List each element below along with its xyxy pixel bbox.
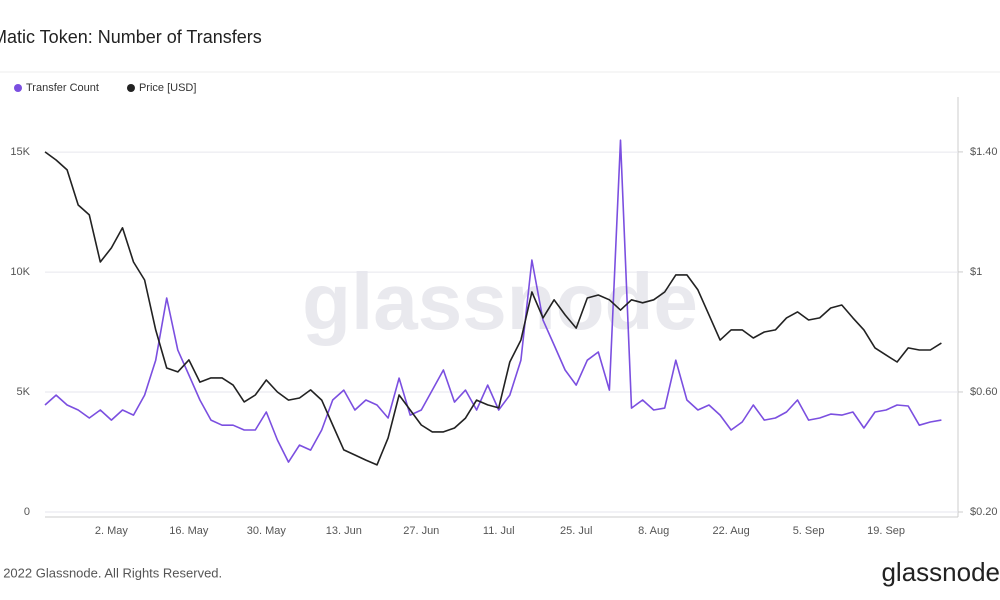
y2-tick-label: $0.60: [970, 386, 998, 398]
y-tick-label: 0: [24, 506, 30, 518]
y2-tick-label: $0.20: [970, 506, 998, 518]
chart-title: Matic Token: Number of Transfers: [0, 27, 262, 47]
x-tick-label: 8. Aug: [638, 525, 669, 537]
x-tick-label: 27. Jun: [403, 525, 439, 537]
x-tick-label: 25. Jul: [560, 525, 592, 537]
x-tick-label: 2. May: [95, 525, 129, 537]
y2-tick-label: $1: [970, 266, 982, 278]
x-tick-label: 11. Jul: [483, 525, 515, 537]
x-tick-label: 5. Sep: [793, 525, 825, 537]
x-tick-label: 30. May: [247, 525, 287, 537]
x-tick-label: 19. Sep: [867, 525, 905, 537]
y2-tick-label: $1.40: [970, 146, 998, 158]
legend-label: Price [USD]: [139, 82, 196, 94]
legend-marker: [126, 84, 135, 92]
y-tick-label: 5K: [17, 386, 31, 398]
x-tick-label: 16. May: [169, 525, 209, 537]
x-tick-label: 22. Aug: [712, 525, 749, 537]
legend-marker: [14, 84, 22, 92]
footer: © 2022 Glassnode. All Rights Reserved.: [0, 565, 222, 580]
series-line: [44, 151, 942, 466]
y-tick-label: 15K: [10, 146, 30, 158]
series-line: [44, 139, 942, 463]
y-tick-label: 10K: [10, 266, 30, 278]
legend-label: Transfer Count: [26, 82, 99, 94]
brand-logo: glassnode: [881, 557, 1000, 587]
x-tick-label: 13. Jun: [326, 525, 362, 537]
